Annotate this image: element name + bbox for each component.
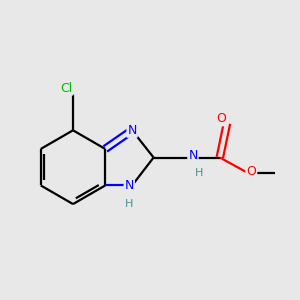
Text: N: N xyxy=(188,149,198,162)
Text: N: N xyxy=(124,179,134,192)
Text: Cl: Cl xyxy=(60,82,73,94)
Text: H: H xyxy=(125,199,134,209)
Text: O: O xyxy=(217,112,226,125)
Text: H: H xyxy=(195,168,203,178)
Text: N: N xyxy=(128,124,137,137)
Text: O: O xyxy=(246,165,256,178)
